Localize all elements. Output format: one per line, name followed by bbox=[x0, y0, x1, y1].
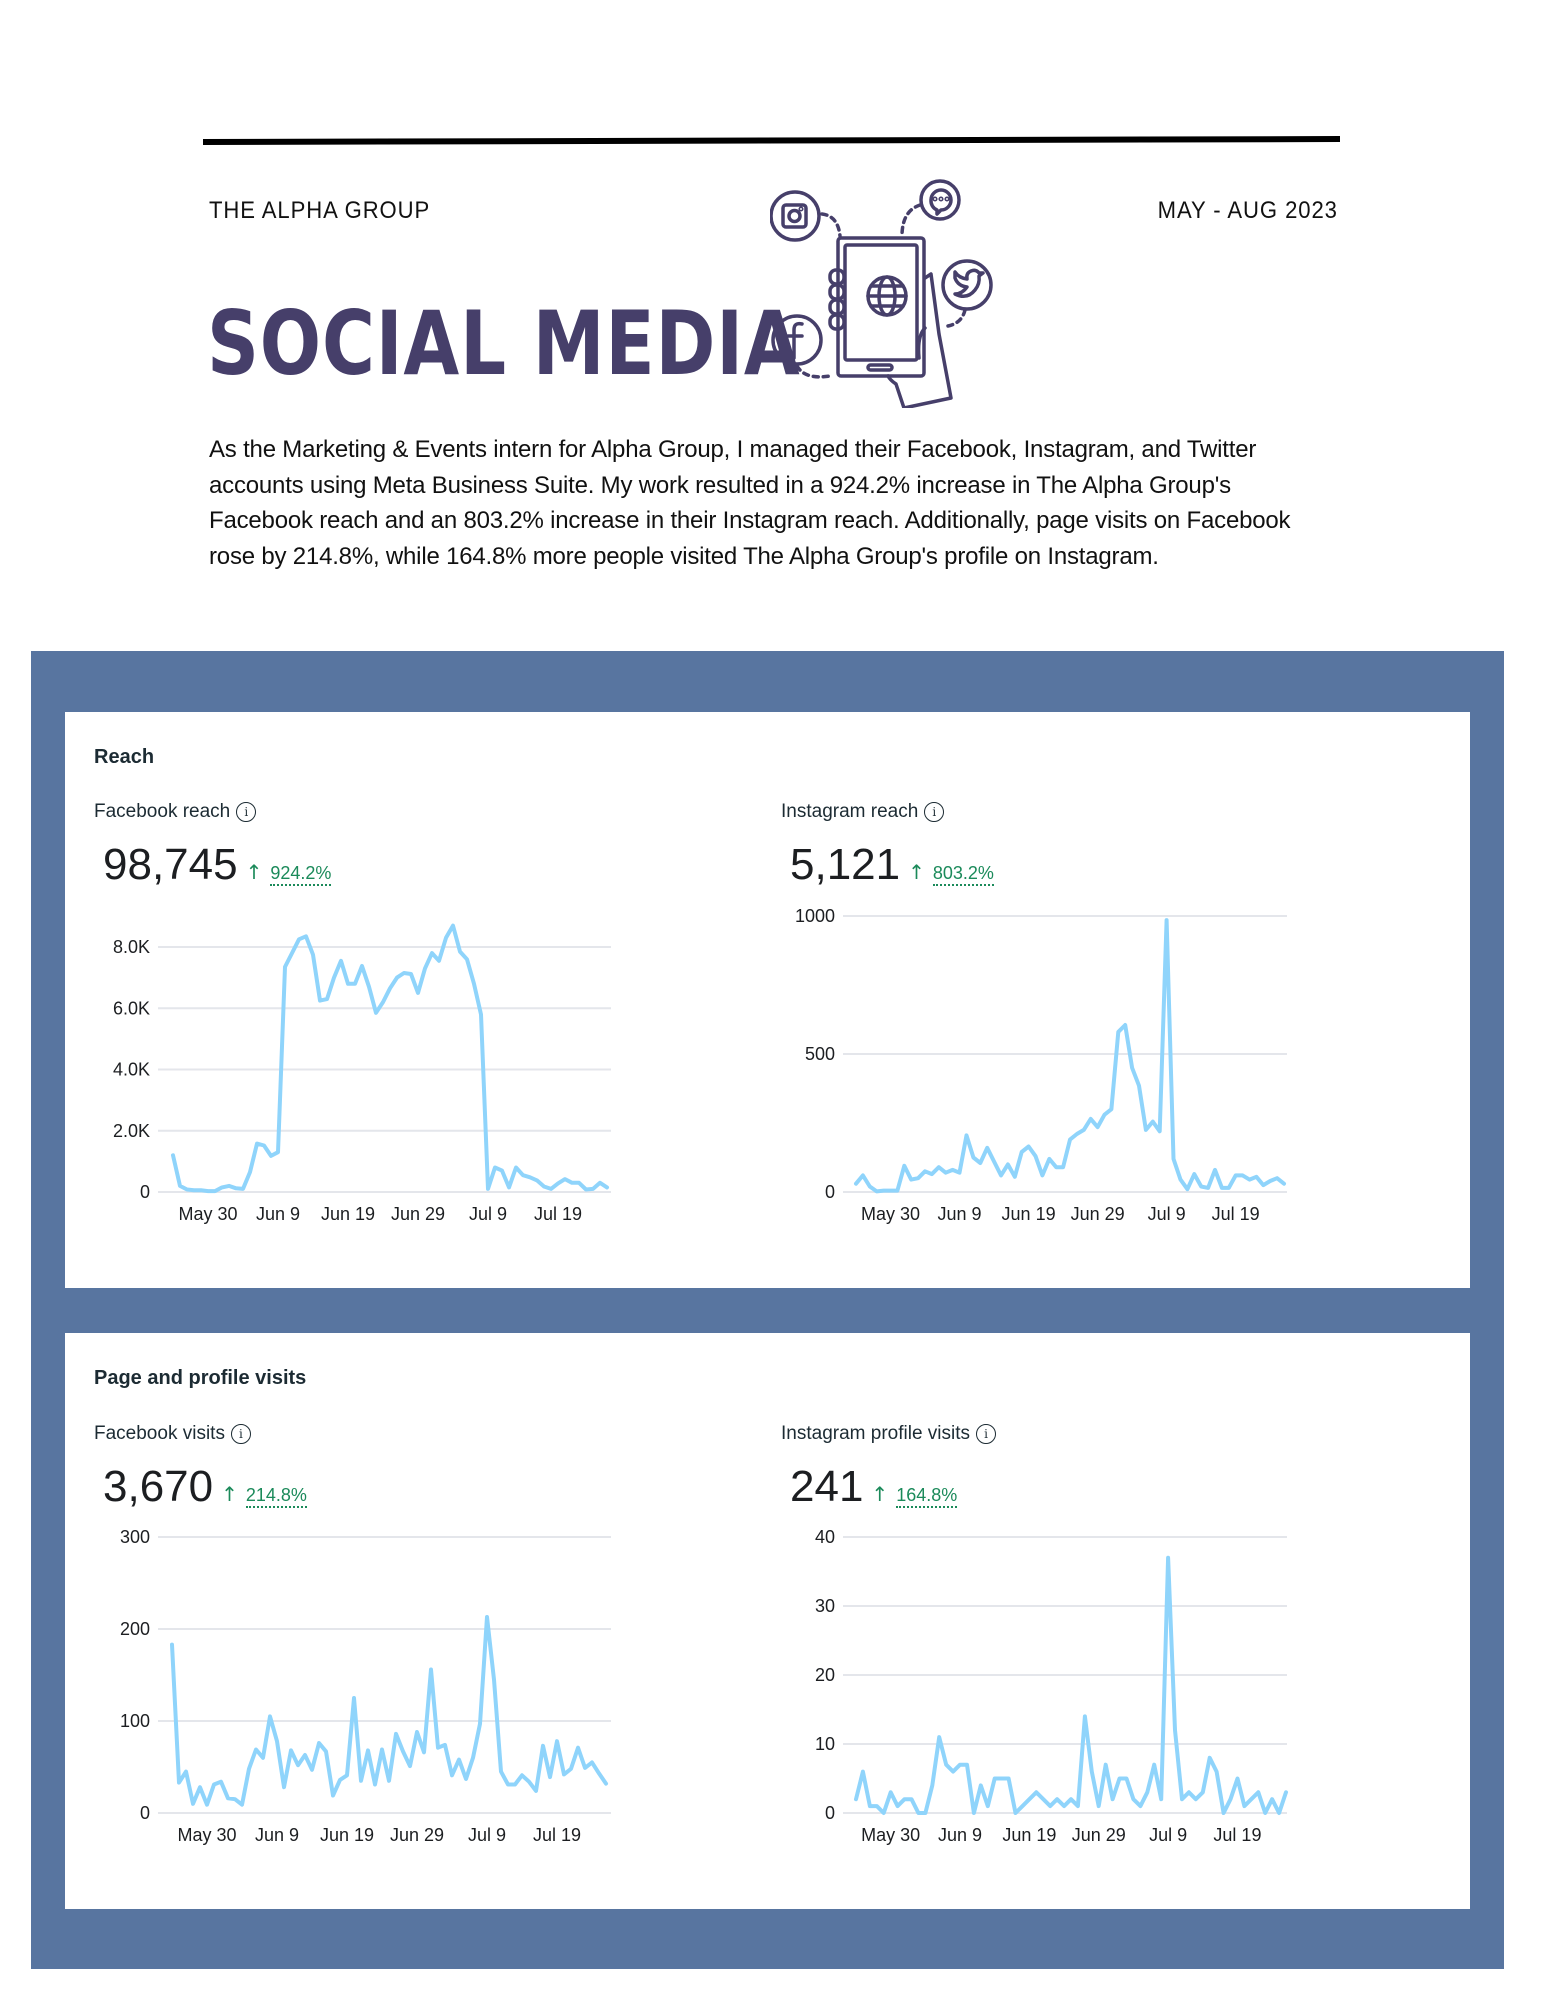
x-tick-label: Jun 9 bbox=[938, 1825, 982, 1845]
facebook-reach-line bbox=[171, 923, 609, 1194]
y-tick-label: 20 bbox=[815, 1665, 835, 1685]
facebook-visits-value: 3,670 ↑ 214.8% bbox=[103, 1462, 307, 1512]
y-tick-label: 10 bbox=[815, 1734, 835, 1754]
x-tick-label: Jun 19 bbox=[1002, 1825, 1056, 1845]
organization-name: THE ALPHA GROUP bbox=[209, 197, 431, 224]
x-tick-label: Jun 29 bbox=[390, 1825, 444, 1845]
arrow-up-icon: ↑ bbox=[221, 1482, 238, 1506]
facebook-reach-value: 98,745 ↑ 924.2% bbox=[103, 840, 332, 890]
metric-label-text: Facebook reach bbox=[94, 801, 231, 822]
facebook-visits-label: Facebook visits i bbox=[94, 1423, 251, 1445]
metric-label-text: Instagram profile visits bbox=[781, 1423, 971, 1444]
dotted-connector bbox=[795, 364, 832, 379]
y-tick-label: 2.0K bbox=[113, 1121, 150, 1141]
instagram-icon bbox=[770, 190, 821, 242]
twitter-icon bbox=[941, 259, 993, 311]
y-tick-label: 0 bbox=[825, 1803, 835, 1823]
card-title: Reach bbox=[94, 746, 155, 768]
y-tick-label: 300 bbox=[120, 1527, 150, 1547]
metric-number: 5,121 bbox=[790, 840, 901, 889]
facebook-icon bbox=[771, 314, 823, 366]
x-tick-label: May 30 bbox=[861, 1204, 920, 1224]
x-tick-label: Jun 29 bbox=[391, 1204, 445, 1224]
arrow-up-icon: ↑ bbox=[245, 860, 263, 884]
y-tick-label: 8.0K bbox=[113, 937, 150, 957]
y-tick-label: 100 bbox=[120, 1711, 150, 1731]
instagram-reach-line bbox=[854, 918, 1286, 1194]
x-tick-label: Jun 29 bbox=[1071, 1204, 1125, 1224]
instagram-profile-visits-line bbox=[854, 1555, 1288, 1815]
x-tick-label: Jun 19 bbox=[1002, 1204, 1056, 1224]
metric-change[interactable]: 803.2% bbox=[932, 863, 994, 886]
metric-change[interactable]: 164.8% bbox=[896, 1485, 958, 1508]
info-icon[interactable]: i bbox=[236, 802, 257, 822]
chat-bubble-icon bbox=[919, 179, 961, 221]
x-tick-label: May 30 bbox=[861, 1825, 920, 1845]
x-tick-label: Jun 9 bbox=[255, 1825, 299, 1845]
smartphone-icon bbox=[836, 236, 926, 378]
x-tick-label: Jul 19 bbox=[1212, 1204, 1260, 1224]
info-icon[interactable]: i bbox=[230, 1424, 251, 1444]
social-media-illustration bbox=[770, 179, 993, 408]
x-tick-label: Jul 9 bbox=[469, 1204, 507, 1224]
y-tick-label: 0 bbox=[825, 1182, 835, 1202]
arrow-up-icon: ↑ bbox=[908, 860, 925, 884]
x-tick-label: Jul 9 bbox=[1149, 1825, 1187, 1845]
globe-icon bbox=[866, 275, 908, 317]
x-tick-label: Jul 19 bbox=[533, 1825, 581, 1845]
y-tick-label: 200 bbox=[120, 1619, 150, 1639]
date-range: MAY - AUG 2023 bbox=[1157, 197, 1338, 224]
y-tick-label: 40 bbox=[815, 1527, 835, 1547]
y-tick-label: 0 bbox=[140, 1182, 150, 1202]
facebook-reach-label: Facebook reach i bbox=[94, 801, 257, 823]
dotted-connector bbox=[900, 203, 922, 238]
x-tick-label: May 30 bbox=[177, 1825, 236, 1845]
y-tick-label: 0 bbox=[140, 1803, 150, 1823]
dotted-connector bbox=[820, 212, 842, 238]
facebook-visits-line bbox=[170, 1615, 608, 1807]
page-title: SOCIAL MEDIA bbox=[207, 292, 801, 395]
metric-number: 3,670 bbox=[103, 1462, 214, 1511]
x-tick-label: Jul 19 bbox=[1213, 1825, 1261, 1845]
x-tick-label: Jun 19 bbox=[321, 1204, 375, 1224]
metric-label-text: Facebook visits bbox=[94, 1423, 225, 1444]
x-tick-label: Jun 29 bbox=[1072, 1825, 1126, 1845]
instagram-reach-label: Instagram reach i bbox=[781, 801, 945, 823]
instagram-visits-value: 241 ↑ 164.8% bbox=[790, 1462, 958, 1512]
instagram-visits-label: Instagram profile visits i bbox=[781, 1423, 997, 1445]
metric-number: 98,745 bbox=[103, 840, 238, 889]
y-tick-label: 6.0K bbox=[113, 998, 150, 1018]
x-tick-label: Jun 9 bbox=[938, 1204, 982, 1224]
y-tick-label: 4.0K bbox=[113, 1060, 150, 1080]
metric-label-text: Instagram reach bbox=[781, 801, 919, 822]
metric-number: 241 bbox=[790, 1462, 864, 1511]
x-tick-label: Jul 19 bbox=[534, 1204, 582, 1224]
x-tick-label: Jul 9 bbox=[1148, 1204, 1186, 1224]
info-icon[interactable]: i bbox=[976, 1424, 997, 1444]
metric-change[interactable]: 214.8% bbox=[245, 1485, 307, 1508]
instagram-reach-value: 5,121 ↑ 803.2% bbox=[790, 840, 994, 890]
x-tick-label: Jul 9 bbox=[468, 1825, 506, 1845]
x-tick-label: Jun 19 bbox=[320, 1825, 374, 1845]
intro-paragraph: As the Marketing & Events intern for Alp… bbox=[209, 436, 1291, 570]
y-tick-label: 500 bbox=[805, 1044, 835, 1064]
metric-change[interactable]: 924.2% bbox=[270, 863, 332, 886]
x-tick-label: May 30 bbox=[178, 1204, 237, 1224]
hand-icon bbox=[828, 268, 953, 408]
arrow-up-icon: ↑ bbox=[871, 1482, 889, 1506]
y-tick-label: 1000 bbox=[795, 906, 835, 926]
dotted-connector bbox=[946, 308, 967, 328]
y-tick-label: 30 bbox=[815, 1596, 835, 1616]
card-title: Page and profile visits bbox=[94, 1367, 307, 1389]
info-icon[interactable]: i bbox=[924, 802, 945, 822]
x-tick-label: Jun 9 bbox=[256, 1204, 300, 1224]
